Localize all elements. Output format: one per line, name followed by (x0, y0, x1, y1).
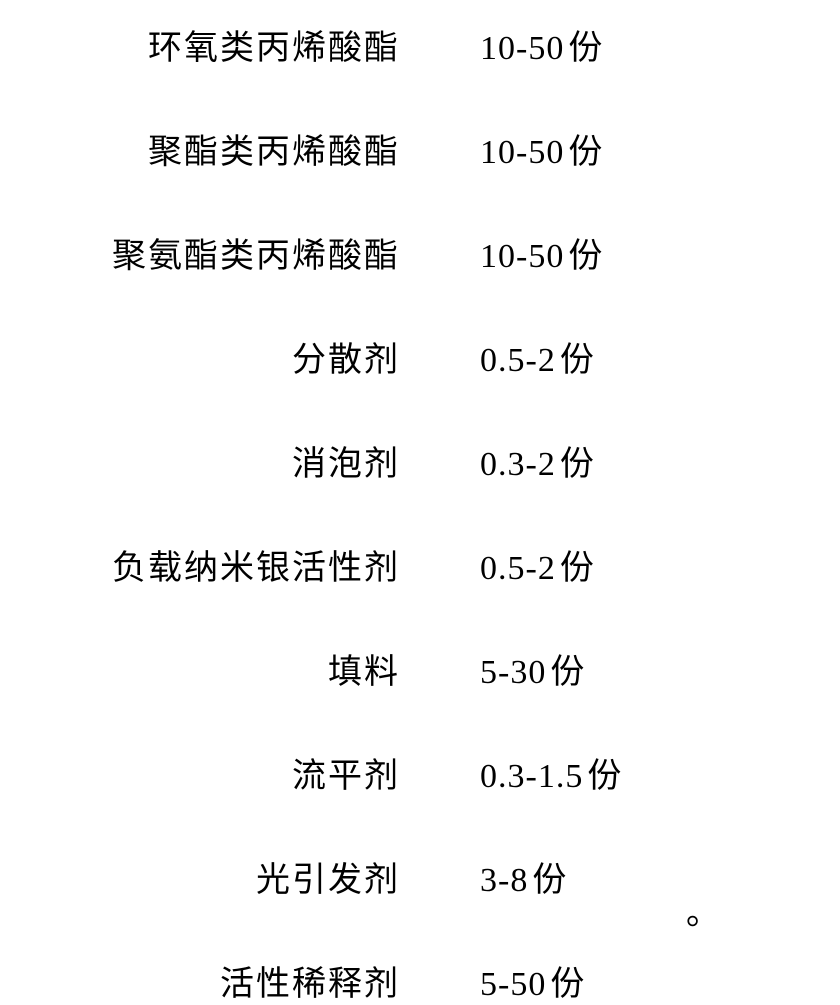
amount-number: 0.3-1.5 (480, 758, 583, 795)
ingredient-label: 环氧类丙烯酸酯 (60, 20, 420, 69)
ingredient-label: 活性稀释剂 (60, 956, 420, 1005)
amount-number: 0.5-2 (480, 550, 556, 587)
table-row: 聚酯类丙烯酸酯 10-50份 (60, 124, 780, 173)
table-row: 流平剂 0.3-1.5份 (60, 748, 780, 797)
table-row: 填料 5-30份 (60, 644, 780, 693)
ingredient-amount: 10-50份 (420, 124, 740, 173)
table-row: 活性稀释剂 5-50份 (60, 956, 780, 1005)
ingredient-amount: 10-50份 (420, 228, 740, 277)
amount-unit: 份 (587, 758, 622, 795)
ingredient-label: 聚酯类丙烯酸酯 (60, 124, 420, 173)
ingredient-label: 聚氨酯类丙烯酸酯 (60, 228, 420, 277)
ingredient-label: 光引发剂 (60, 852, 420, 901)
ingredient-label: 填料 (60, 644, 420, 693)
ingredient-amount: 10-50份 (420, 20, 740, 69)
amount-unit: 份 (560, 446, 595, 483)
ingredient-amount: 5-50份 (420, 956, 740, 1005)
table-row: 环氧类丙烯酸酯 10-50份 (60, 20, 780, 69)
amount-number: 10-50 (480, 238, 564, 275)
amount-number: 5-30 (480, 654, 546, 691)
amount-unit: 份 (568, 30, 603, 67)
amount-number: 5-50 (480, 966, 546, 1003)
ingredient-amount: 0.5-2份 (420, 540, 740, 589)
table-row: 聚氨酯类丙烯酸酯 10-50份 (60, 228, 780, 277)
ingredient-label: 消泡剂 (60, 436, 420, 485)
ingredient-label: 分散剂 (60, 332, 420, 381)
amount-number: 0.3-2 (480, 446, 556, 483)
amount-unit: 份 (568, 238, 603, 275)
amount-unit: 份 (568, 134, 603, 171)
ingredient-amount: 0.5-2份 (420, 332, 740, 381)
amount-number: 0.5-2 (480, 342, 556, 379)
ingredient-amount: 0.3-1.5份 (420, 748, 740, 797)
ingredient-amount: 0.3-2份 (420, 436, 740, 485)
table-row: 负载纳米银活性剂 0.5-2份 (60, 540, 780, 589)
ingredient-list: 环氧类丙烯酸酯 10-50份 聚酯类丙烯酸酯 10-50份 聚氨酯类丙烯酸酯 1… (0, 0, 840, 1005)
amount-number: 10-50 (480, 30, 564, 67)
amount-number: 10-50 (480, 134, 564, 171)
amount-unit: 份 (560, 342, 595, 379)
table-row: 光引发剂 3-8份 (60, 852, 780, 901)
ingredient-label: 负载纳米银活性剂 (60, 540, 420, 589)
ingredient-amount: 5-30份 (420, 644, 740, 693)
amount-unit: 份 (532, 862, 567, 899)
table-row: 消泡剂 0.3-2份 (60, 436, 780, 485)
amount-unit: 份 (550, 966, 585, 1003)
terminal-period: 。 (686, 885, 720, 934)
amount-unit: 份 (560, 550, 595, 587)
amount-number: 3-8 (480, 862, 528, 899)
ingredient-label: 流平剂 (60, 748, 420, 797)
amount-unit: 份 (550, 654, 585, 691)
table-row: 分散剂 0.5-2份 (60, 332, 780, 381)
